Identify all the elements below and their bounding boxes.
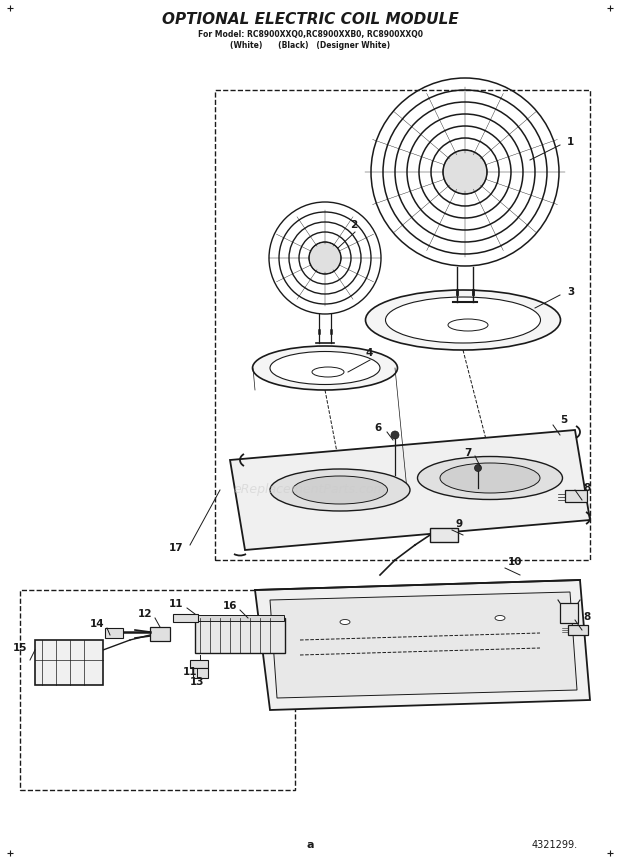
Text: 4: 4 <box>365 348 373 358</box>
Text: 11: 11 <box>182 667 197 677</box>
Text: 11: 11 <box>169 599 183 609</box>
Polygon shape <box>270 592 577 698</box>
Polygon shape <box>255 580 590 710</box>
Text: 2: 2 <box>350 220 357 230</box>
Text: a: a <box>306 840 314 850</box>
Bar <box>150 627 170 641</box>
Circle shape <box>474 464 482 472</box>
Text: 10: 10 <box>508 557 523 567</box>
Ellipse shape <box>270 469 410 511</box>
Polygon shape <box>230 430 590 550</box>
Text: 15: 15 <box>12 643 27 653</box>
Bar <box>565 490 587 502</box>
Text: eReplacementParts.com: eReplacementParts.com <box>234 484 386 497</box>
Text: 7: 7 <box>464 448 472 458</box>
Text: 17: 17 <box>169 543 183 553</box>
Bar <box>173 614 198 622</box>
Ellipse shape <box>417 456 562 499</box>
Bar <box>193 668 208 678</box>
Ellipse shape <box>270 351 380 385</box>
Text: 4321299.: 4321299. <box>532 840 578 850</box>
Text: 13: 13 <box>190 677 204 687</box>
Circle shape <box>443 150 487 194</box>
Text: 1: 1 <box>567 137 574 147</box>
Text: 6: 6 <box>374 423 382 433</box>
Bar <box>35 640 103 685</box>
Ellipse shape <box>495 616 505 621</box>
Bar <box>198 615 284 621</box>
Bar <box>105 628 123 638</box>
Text: 12: 12 <box>138 609 152 619</box>
Text: OPTIONAL ELECTRIC COIL MODULE: OPTIONAL ELECTRIC COIL MODULE <box>162 13 458 28</box>
Bar <box>430 528 458 542</box>
Text: 9: 9 <box>455 519 462 529</box>
Bar <box>195 618 285 653</box>
Ellipse shape <box>386 297 541 343</box>
Ellipse shape <box>440 463 540 493</box>
Ellipse shape <box>340 620 350 624</box>
Ellipse shape <box>293 476 388 504</box>
Bar <box>190 660 208 668</box>
Circle shape <box>391 431 399 439</box>
Circle shape <box>309 242 341 274</box>
Text: For Model: RC8900XXQ0,RC8900XXB0, RC8900XXQ0: For Model: RC8900XXQ0,RC8900XXB0, RC8900… <box>198 30 422 40</box>
Text: 5: 5 <box>560 415 567 425</box>
Text: 8: 8 <box>583 483 590 493</box>
Text: (White)      (Black)   (Designer White): (White) (Black) (Designer White) <box>230 41 390 51</box>
Ellipse shape <box>366 290 560 350</box>
Bar <box>568 625 588 635</box>
Bar <box>560 603 578 623</box>
Bar <box>215 90 590 560</box>
Text: 8: 8 <box>583 612 590 622</box>
Text: 14: 14 <box>89 619 104 629</box>
Text: 16: 16 <box>223 601 237 611</box>
Bar <box>20 590 295 790</box>
Text: 3: 3 <box>567 287 574 297</box>
Ellipse shape <box>252 346 397 390</box>
